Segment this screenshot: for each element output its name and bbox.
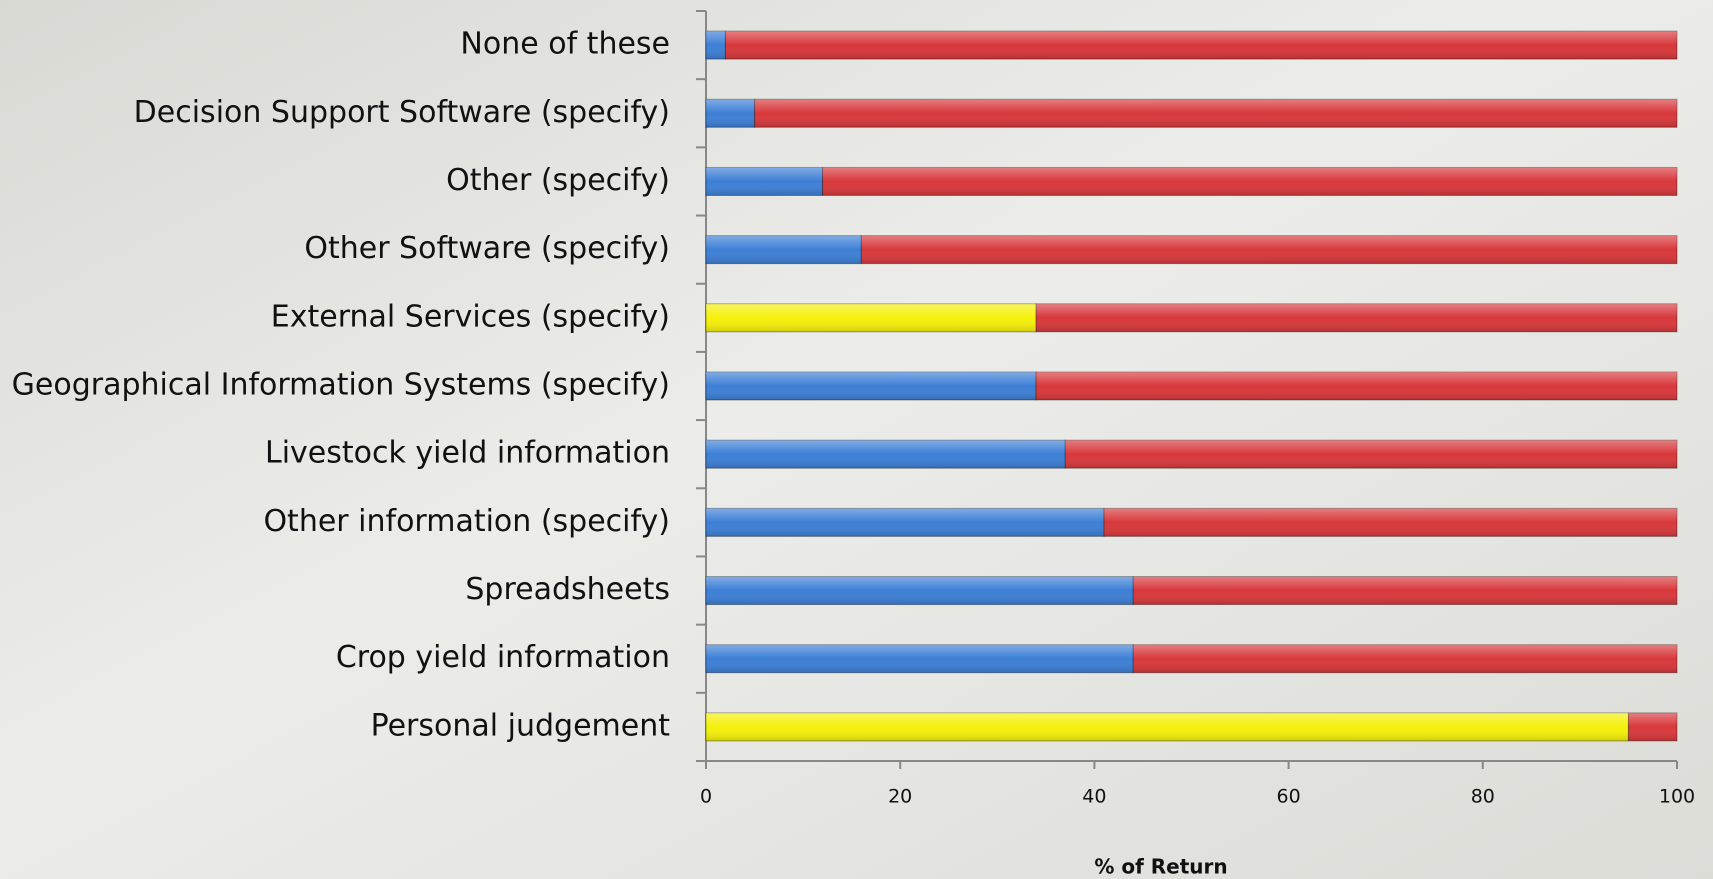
x-axis-title: % of Return [1094,855,1227,879]
bar-shine [725,31,1677,60]
y-tick-label: External Services (specify) [271,299,670,334]
bar-shine [861,235,1677,264]
y-tick-label: None of these [460,27,670,62]
bar-shine [1133,576,1677,605]
bar-shine [706,712,1629,741]
y-tick-label: Other information (specify) [263,504,670,539]
bar-shine [706,31,726,60]
bar-shine [1104,508,1677,537]
y-tick-label: Other Software (specify) [304,231,670,266]
x-tick-label: 20 [888,786,912,808]
bar-shine [1065,440,1677,469]
bar-shine [1628,712,1677,741]
y-tick-label: Spreadsheets [465,572,670,607]
bar-shine [706,576,1134,605]
y-tick-label: Personal judgement [371,708,671,743]
bar-shine [1036,303,1677,332]
x-tick-label: 0 [700,786,712,808]
x-tick-label: 100 [1659,786,1695,808]
bar-shine [706,235,862,264]
y-tick-label: Crop yield information [336,640,670,675]
x-tick-label: 80 [1471,786,1495,808]
bar-shine [706,508,1105,537]
bar-shine [706,644,1134,673]
bar-shine [706,372,1037,400]
bar-shine [1133,644,1677,673]
y-tick-label: Livestock yield information [265,436,670,471]
bar-shine [706,99,755,128]
y-tick-label: Decision Support Software (specify) [134,95,670,130]
bar-shine [706,303,1037,332]
y-tick-label: Other (specify) [446,163,670,198]
bar-shine [706,167,823,196]
bar-shine [822,167,1677,196]
bar-shine [1036,372,1677,400]
x-tick-label: 40 [1082,786,1106,808]
bar-shine [706,440,1066,469]
y-tick-label: Geographical Information Systems (specif… [12,368,670,403]
x-tick-label: 60 [1277,786,1301,808]
bar-shine [754,99,1677,128]
